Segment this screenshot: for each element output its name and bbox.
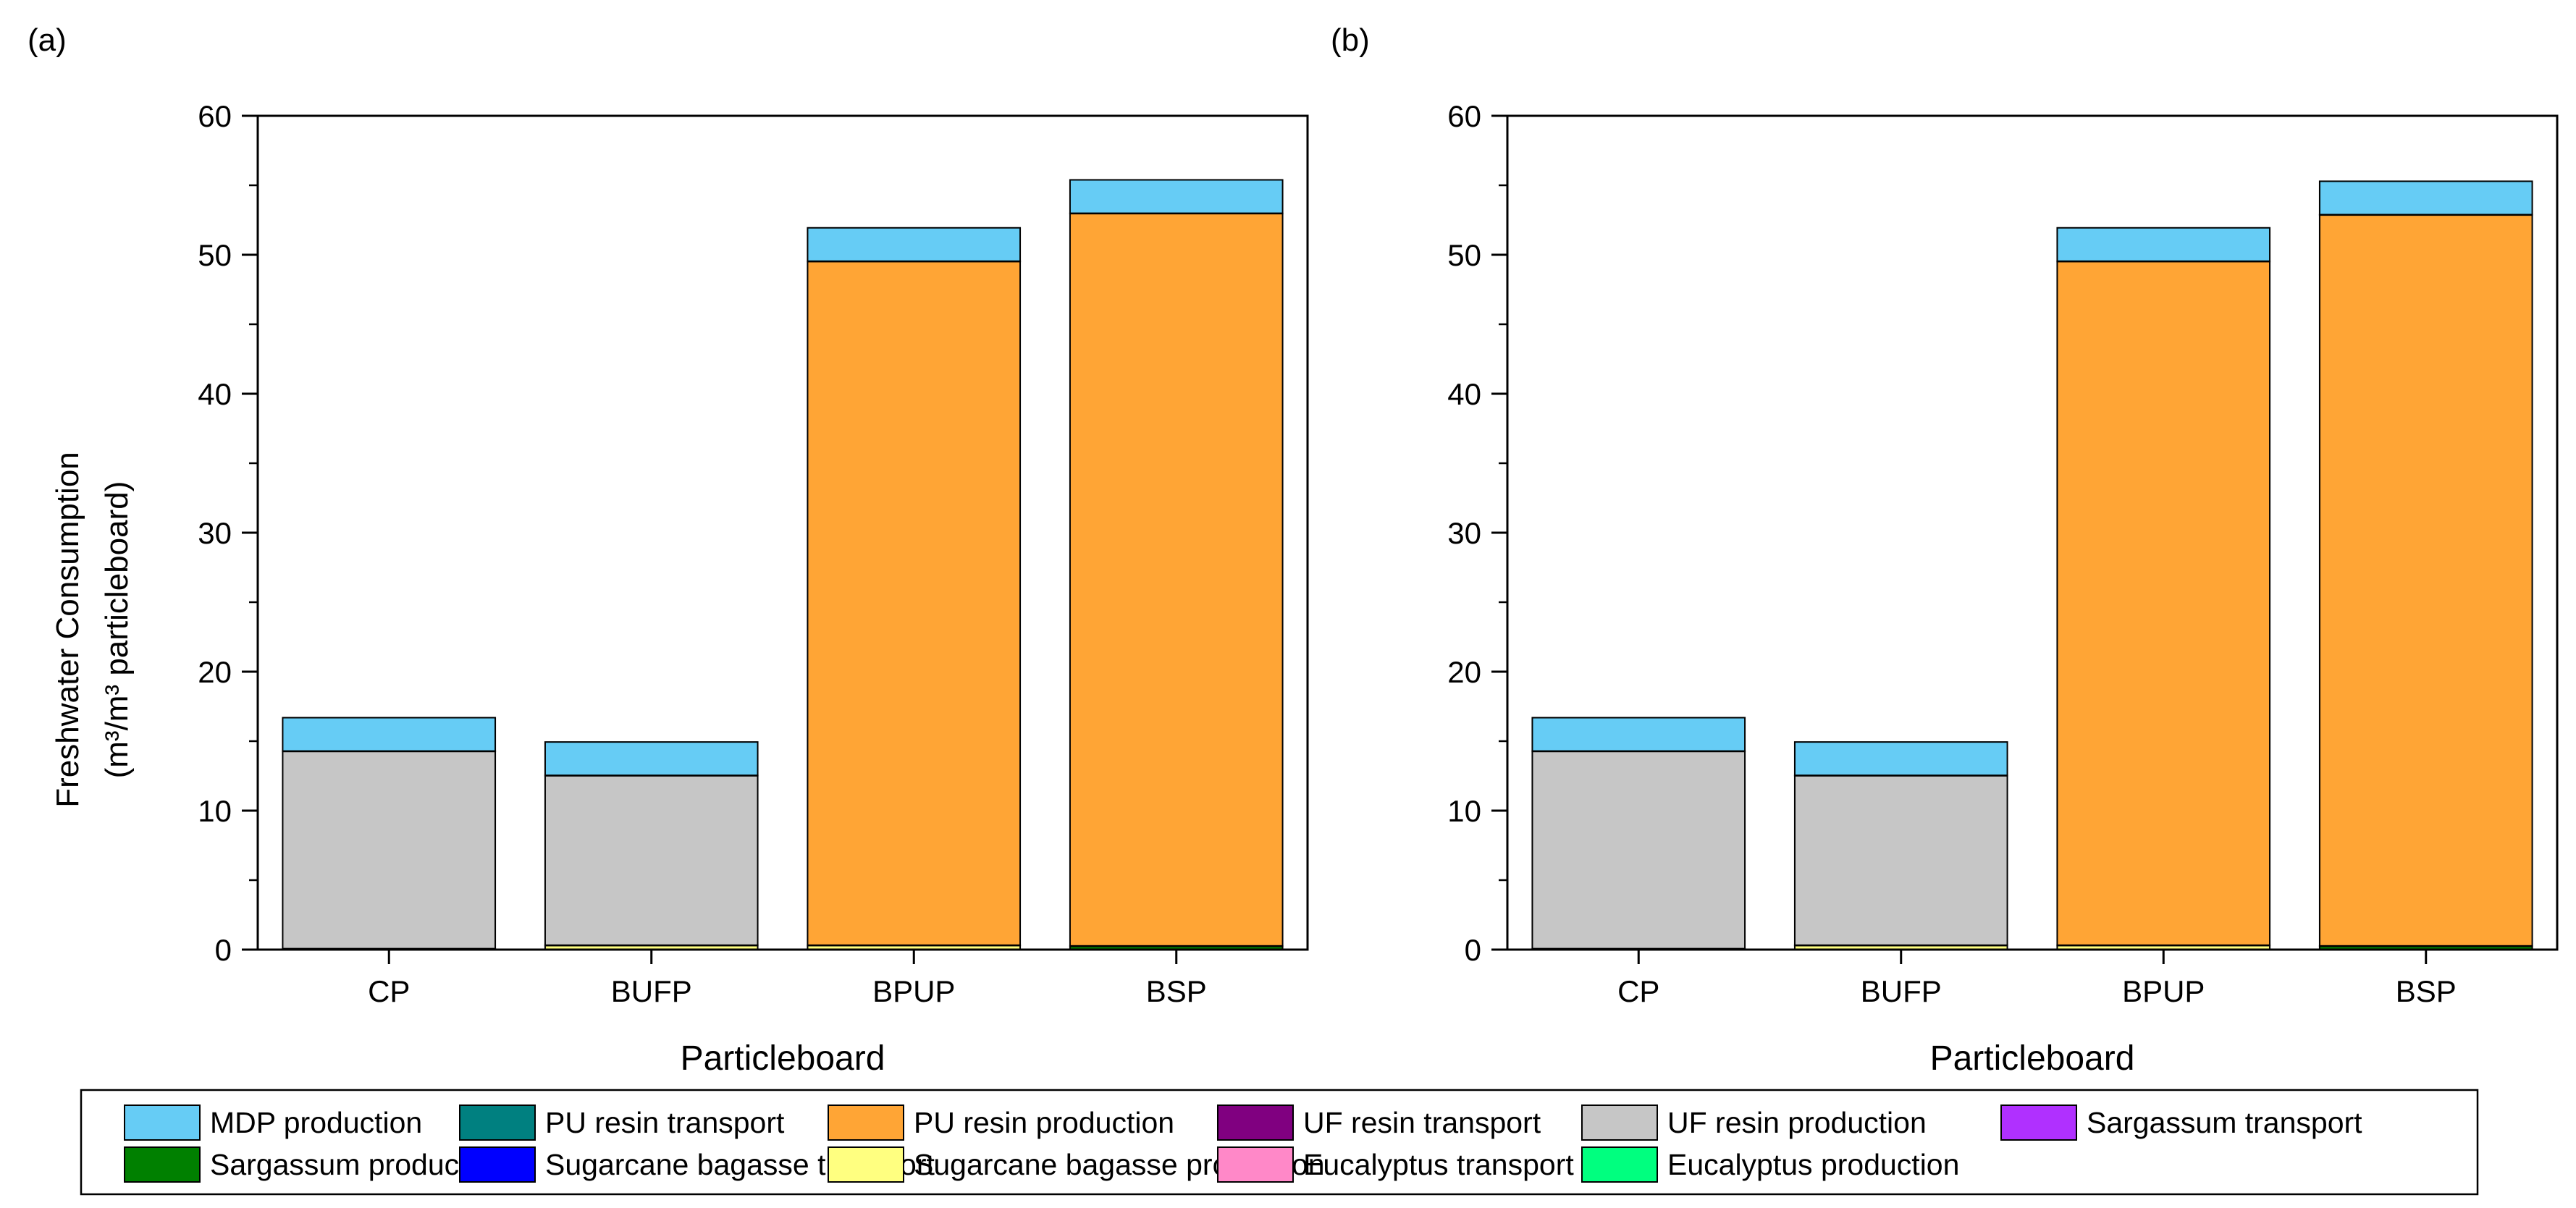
legend-label: PU resin transport	[545, 1106, 785, 1139]
x-tick-label: BSP	[2396, 974, 2457, 1008]
legend-label: UF resin transport	[1303, 1106, 1541, 1139]
y-tick-label: 0	[215, 933, 232, 967]
y-tick-label: 50	[198, 238, 232, 272]
y-tick-label: 0	[1465, 933, 1481, 967]
panel-b-x-axis-title: Particleboard	[1930, 1039, 2135, 1078]
x-tick-label: BUFP	[1861, 974, 1942, 1008]
x-tick-label: BPUP	[2122, 974, 2205, 1008]
bar-segment	[1069, 212, 1284, 947]
legend-swatch	[459, 1146, 536, 1183]
legend-label: PU resin production	[914, 1106, 1174, 1139]
bar-segment	[2056, 227, 2271, 262]
bar-segment	[282, 717, 497, 752]
bar-segment	[1531, 717, 1746, 752]
y-axis-title-line1: Freshwater Consumption	[50, 452, 85, 808]
y-tick-label: 30	[1447, 516, 1481, 550]
panel-b: (b) 0 10 20 30 40 50 60 CP BUFP BPUP BSP Particleb…	[1331, 22, 2559, 1078]
y-tick-label: 10	[198, 794, 232, 828]
x-tick-label: BPUP	[872, 974, 955, 1008]
panel-label-b: (b)	[1331, 22, 1370, 58]
legend-label: Sargassum production	[210, 1148, 507, 1181]
legend: MDP production PU resin transport PU resin…	[80, 1089, 2479, 1196]
y-tick-label: 50	[1447, 238, 1481, 272]
y-tick-label: 60	[1447, 99, 1481, 133]
bar-segment	[807, 227, 1022, 262]
y-tick-label: 40	[1447, 377, 1481, 411]
legend-item: Sargassum transport	[2000, 1104, 2362, 1141]
bar-segment	[544, 774, 759, 946]
legend-item: PU resin production	[828, 1104, 1174, 1141]
panel-b-axes: 0 10 20 30 40 50 60 CP BUFP BPUP BSP	[1447, 99, 2456, 1008]
bar-segment	[282, 751, 497, 950]
legend-label: Sargassum transport	[2087, 1106, 2362, 1139]
legend-label: MDP production	[210, 1106, 422, 1139]
legend-swatch	[1581, 1146, 1658, 1183]
y-tick-label: 20	[198, 655, 232, 689]
bar-segment	[1531, 751, 1746, 950]
x-tick-label: BSP	[1146, 974, 1207, 1008]
legend-label: UF resin production	[1667, 1106, 1927, 1139]
legend-item: MDP production	[124, 1104, 422, 1141]
legend-swatch	[1217, 1104, 1294, 1141]
bar-segment	[1069, 179, 1284, 214]
x-tick-label: BUFP	[611, 974, 692, 1008]
legend-swatch	[124, 1146, 201, 1183]
y-tick-label: 10	[1447, 794, 1481, 828]
bar-segment	[2318, 180, 2533, 216]
bar-segment	[807, 261, 1022, 946]
bar-segment	[2056, 261, 2271, 946]
y-axis-title: Freshwater Consumption (m³/m³ particlebo…	[50, 452, 135, 808]
legend-swatch	[124, 1104, 201, 1141]
panel-a-axes: 0 10 20 30 40 50 60 CP BUFP BPUP BSP	[198, 99, 1206, 1008]
legend-swatch	[828, 1104, 904, 1141]
x-tick-label: CP	[368, 974, 410, 1008]
legend-item: PU resin transport	[459, 1104, 785, 1141]
legend-swatch	[2000, 1104, 2077, 1141]
bar-segment	[1793, 741, 2008, 777]
legend-item: UF resin transport	[1217, 1104, 1541, 1141]
legend-items: MDP production PU resin transport PU resin…	[124, 1104, 2362, 1183]
legend-item: Sargassum production	[124, 1146, 507, 1183]
y-tick-label: 60	[198, 99, 232, 133]
panel-label-a: (a)	[28, 22, 67, 58]
legend-swatch	[1217, 1146, 1294, 1183]
y-tick-label: 30	[198, 516, 232, 550]
legend-item: Eucalyptus transport	[1217, 1146, 1574, 1183]
legend-label: Eucalyptus transport	[1303, 1148, 1574, 1181]
legend-item: Eucalyptus production	[1581, 1146, 1959, 1183]
bar-segment	[2318, 214, 2533, 947]
y-tick-label: 40	[198, 377, 232, 411]
x-tick-label: CP	[1617, 974, 1659, 1008]
legend-swatch	[828, 1146, 904, 1183]
panel-a-x-axis-title: Particleboard	[681, 1039, 885, 1078]
legend-swatch	[1581, 1104, 1658, 1141]
legend-swatch	[459, 1104, 536, 1141]
y-axis-title-line2: (m³/m³ particleboard)	[99, 481, 135, 779]
panel-a: (a) 0 10 20 30 40 50 60 CP BUFP BPUP BSP Particleb…	[28, 22, 1309, 1078]
panel-a-marks	[282, 179, 1284, 951]
bar-segment	[544, 741, 759, 777]
bar-segment	[1793, 774, 2008, 946]
legend-item: UF resin production	[1581, 1104, 1927, 1141]
y-tick-label: 20	[1447, 655, 1481, 689]
legend-label: Eucalyptus production	[1667, 1148, 1959, 1181]
